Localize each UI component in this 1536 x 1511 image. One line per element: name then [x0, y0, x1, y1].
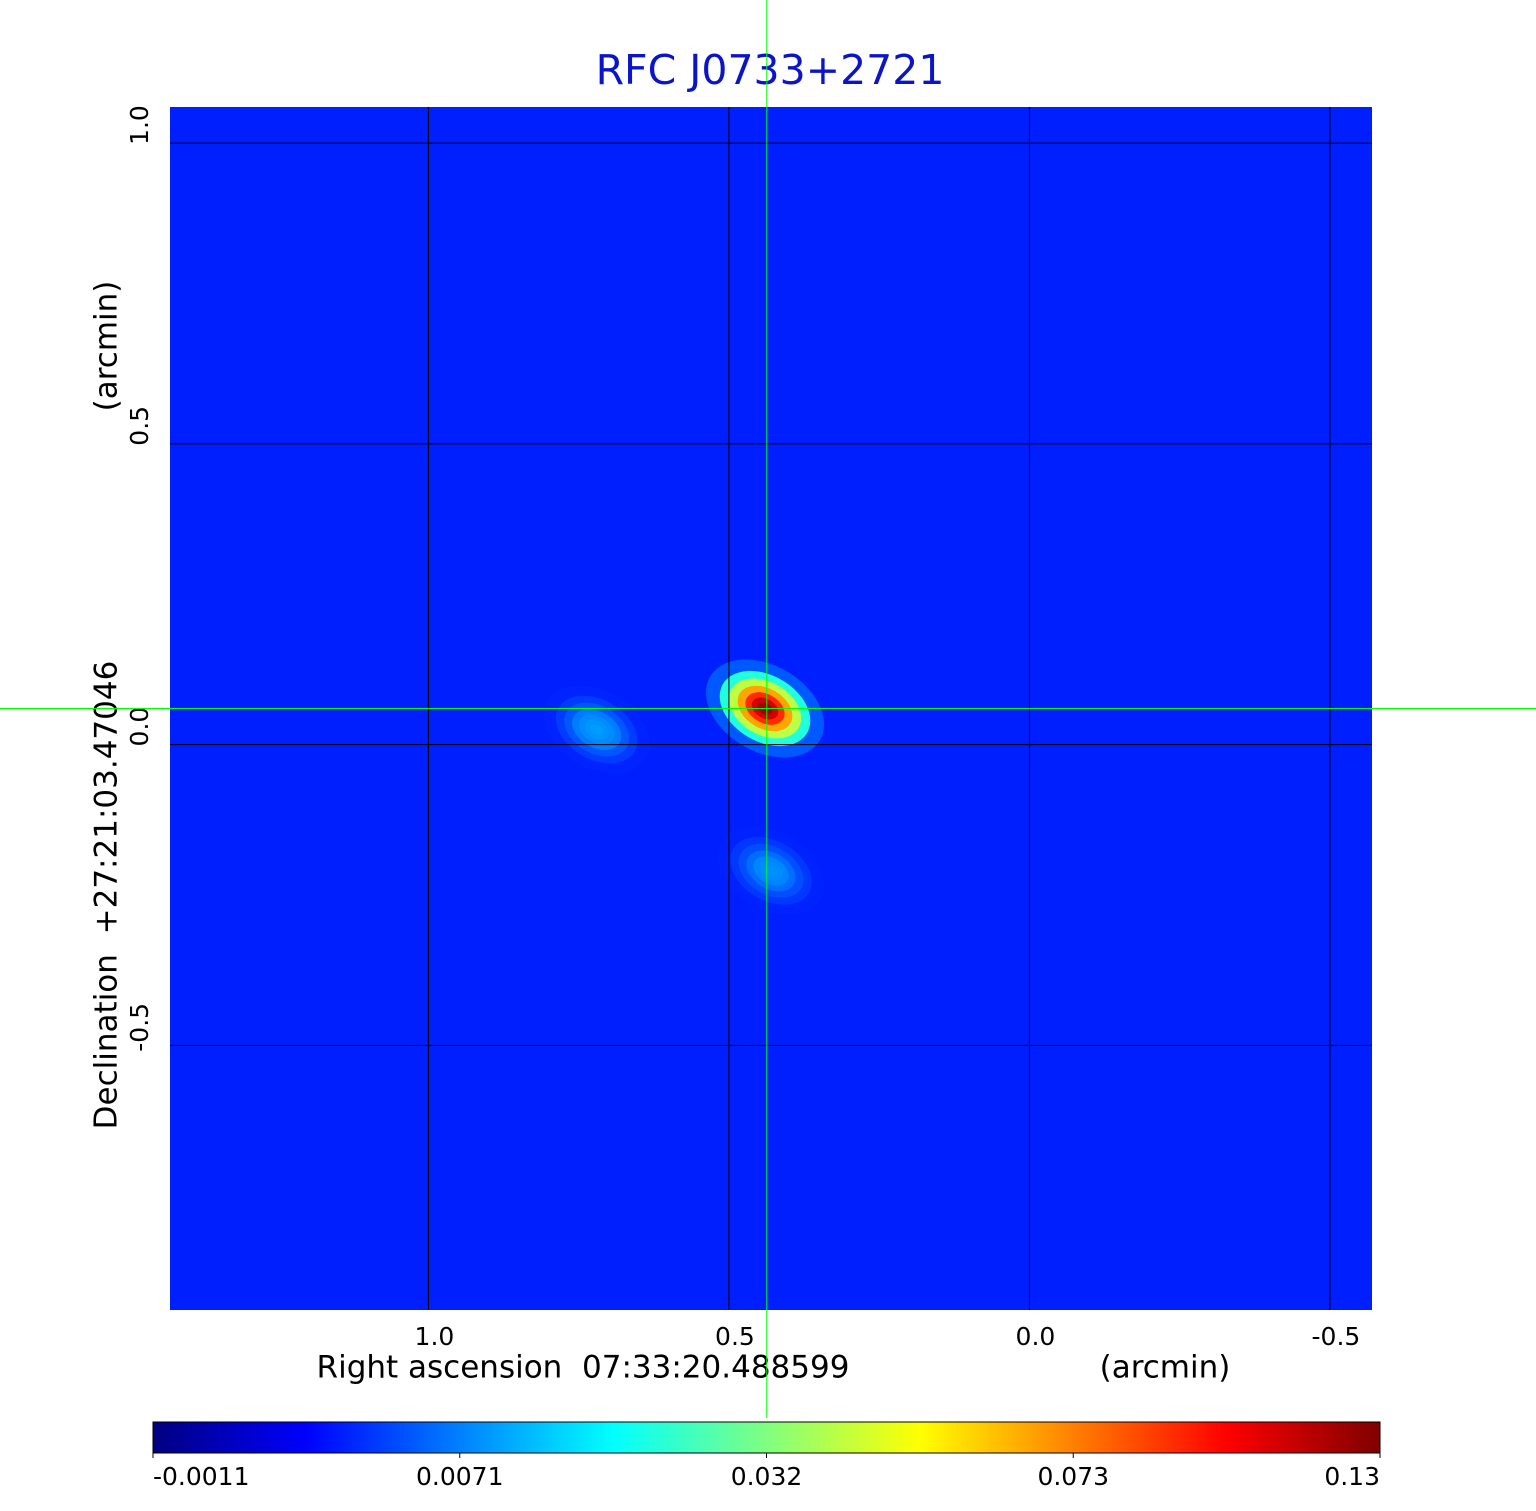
source-level [590, 723, 604, 736]
chart-title: RFC J0733+2721 [596, 46, 945, 94]
x-tick-label: 0.0 [1016, 1322, 1056, 1351]
source [717, 826, 825, 916]
colorbar-tick-label: 0.032 [731, 1462, 803, 1491]
x-axis-label: Right ascension 07:33:20.488599 [317, 1350, 850, 1386]
y-axis-unit: (arcmin) [89, 281, 125, 412]
y-tick-label: 1.0 [125, 105, 154, 145]
y-axis-label: Declination +27:21:03.47046 [89, 661, 125, 1130]
x-axis-unit: (arcmin) [1100, 1350, 1231, 1386]
colorbar-tick-label: 0.13 [1324, 1462, 1380, 1491]
colorbar-tick-label: -0.0011 [153, 1462, 250, 1491]
source-level [764, 865, 778, 877]
y-tick-label: -0.5 [125, 1003, 154, 1052]
x-tick-label: 1.0 [415, 1322, 455, 1351]
x-tick-label: 0.5 [715, 1322, 755, 1351]
colorbar-tick-label: 0.0071 [416, 1462, 503, 1491]
y-tick-label: 0.0 [125, 707, 154, 747]
colorbar [152, 1421, 1381, 1454]
y-tick-label: 0.5 [125, 406, 154, 446]
colorbar-tick-label: 0.073 [1037, 1462, 1109, 1491]
x-tick-label: -0.5 [1312, 1322, 1361, 1351]
source [543, 685, 650, 774]
